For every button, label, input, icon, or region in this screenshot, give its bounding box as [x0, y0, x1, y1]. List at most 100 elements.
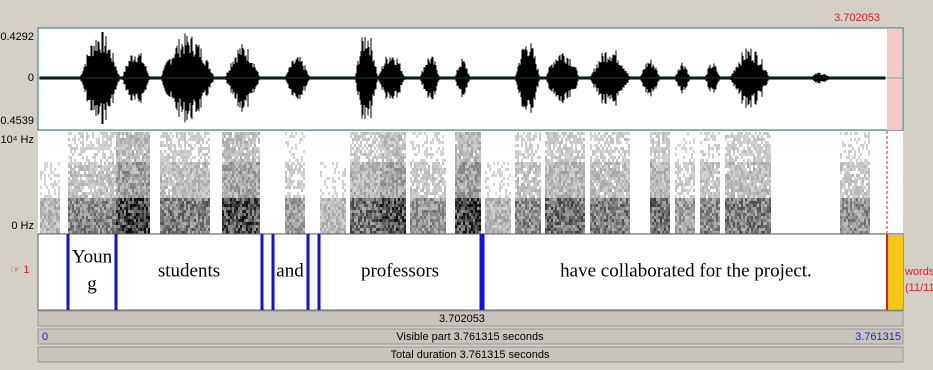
spectrogram-cell — [182, 177, 184, 180]
spectrogram-cell — [380, 177, 382, 180]
spectrogram-cell — [202, 198, 204, 201]
spectrogram-cell — [340, 201, 342, 204]
spectrogram-cell — [424, 195, 426, 198]
spectrogram-cell — [372, 159, 374, 162]
spectrogram-cell — [418, 198, 420, 201]
spectrogram-cell — [228, 162, 230, 165]
spectrogram-cell — [424, 216, 426, 219]
spectrogram-cell — [376, 132, 378, 135]
spectrogram-cell — [54, 201, 56, 204]
spectrogram-cell — [72, 195, 74, 198]
spectrogram-cell — [291, 180, 293, 183]
spectrogram-cell — [238, 189, 240, 192]
spectrogram-cell — [479, 135, 481, 138]
spectrogram-cell — [467, 201, 469, 204]
spectrogram-cell — [190, 204, 192, 207]
spectrogram-cell — [198, 159, 200, 162]
spectrogram-cell — [402, 147, 404, 150]
spectrogram-cell — [72, 180, 74, 183]
spectrogram-cell — [248, 174, 250, 177]
spectrogram-cell — [104, 210, 106, 213]
spectrogram-cell — [134, 174, 136, 177]
spectrogram-cell — [477, 141, 479, 144]
spectrogram-cell — [442, 183, 444, 186]
spectrogram-cell — [54, 219, 56, 222]
spectrogram-cell — [342, 198, 344, 201]
spectrogram-cell — [475, 165, 477, 168]
spectrogram-cell — [358, 219, 360, 222]
spectrogram-cell — [184, 210, 186, 213]
spectrogram-cell — [72, 177, 74, 180]
spectrogram-cell — [134, 189, 136, 192]
spectrogram-cell — [148, 201, 150, 204]
spectrogram-cell — [50, 228, 52, 231]
spectrogram-cell — [124, 207, 126, 210]
spectrogram-cell — [336, 222, 338, 225]
spectrogram-cell — [358, 183, 360, 186]
spectrogram-cell — [485, 216, 487, 219]
spectrogram-cell — [352, 189, 354, 192]
spectrogram-cell — [108, 216, 110, 219]
spectrogram-cell — [287, 162, 289, 165]
spectrogram-cell — [364, 165, 366, 168]
spectrogram-cell — [457, 153, 459, 156]
spectrogram-cell — [122, 225, 124, 228]
spectrogram-cell — [176, 177, 178, 180]
spectrogram-cell — [204, 186, 206, 189]
spectrogram-cell — [394, 153, 396, 156]
spectrogram-cell — [354, 207, 356, 210]
spectrogram-cell — [88, 225, 90, 228]
spectrogram-cell — [366, 222, 368, 225]
spectrogram-cell — [332, 216, 334, 219]
spectrogram-cell — [360, 186, 362, 189]
spectrogram-cell — [386, 198, 388, 201]
spectrogram-cell — [160, 204, 162, 207]
spectrogram-cell — [473, 201, 475, 204]
spectrogram-cell — [94, 201, 96, 204]
spectrogram-cell — [130, 219, 132, 222]
spectrogram-cell — [140, 153, 142, 156]
spectrogram-cell — [228, 210, 230, 213]
spectrogram-cell — [358, 195, 360, 198]
spectrogram-cell — [230, 171, 232, 174]
spectrogram-cell — [84, 183, 86, 186]
spectrogram-cell — [463, 183, 465, 186]
spectrogram-cell — [86, 207, 88, 210]
spectrogram-cell — [461, 189, 463, 192]
page: {"editor": { "cursor_time": "3.702053", … — [0, 0, 933, 370]
spectrogram-cell — [388, 165, 390, 168]
spectrogram-cell — [256, 183, 258, 186]
spectrogram-cell — [438, 132, 440, 135]
spectrogram-cell — [392, 165, 394, 168]
spectrogram-cell — [126, 216, 128, 219]
spectrogram-cell — [390, 204, 392, 207]
spectrogram-cell — [382, 171, 384, 174]
spectrogram-cell — [118, 216, 120, 219]
spectrogram-cell — [436, 162, 438, 165]
spectrogram-cell — [326, 201, 328, 204]
spectrogram-cell — [299, 228, 301, 231]
spectrogram-cell — [285, 195, 287, 198]
spectrogram-cell — [122, 201, 124, 204]
spectrogram-cell — [234, 213, 236, 216]
spectrogram-cell — [340, 204, 342, 207]
spectrogram-cell — [386, 201, 388, 204]
spectrogram-cell — [206, 171, 208, 174]
spectrogram-cell — [350, 153, 352, 156]
spectrogram-cell — [46, 198, 48, 201]
spectrogram-cell — [94, 153, 96, 156]
spectrogram-cell — [134, 210, 136, 213]
spectrogram-cell — [130, 228, 132, 231]
spectrogram-cell — [198, 138, 200, 141]
spectrogram-cell — [360, 213, 362, 216]
spectrogram-cell — [168, 162, 170, 165]
spectrogram-cell — [467, 168, 469, 171]
spectrogram-cell — [465, 159, 467, 162]
spectrogram-cell — [254, 219, 256, 222]
spectrogram-cell — [434, 171, 436, 174]
spectrogram-cell — [182, 165, 184, 168]
spectrogram-cell — [465, 165, 467, 168]
spectrogram-cell — [422, 186, 424, 189]
spectrogram-cell — [120, 147, 122, 150]
spectrogram-cell — [194, 174, 196, 177]
